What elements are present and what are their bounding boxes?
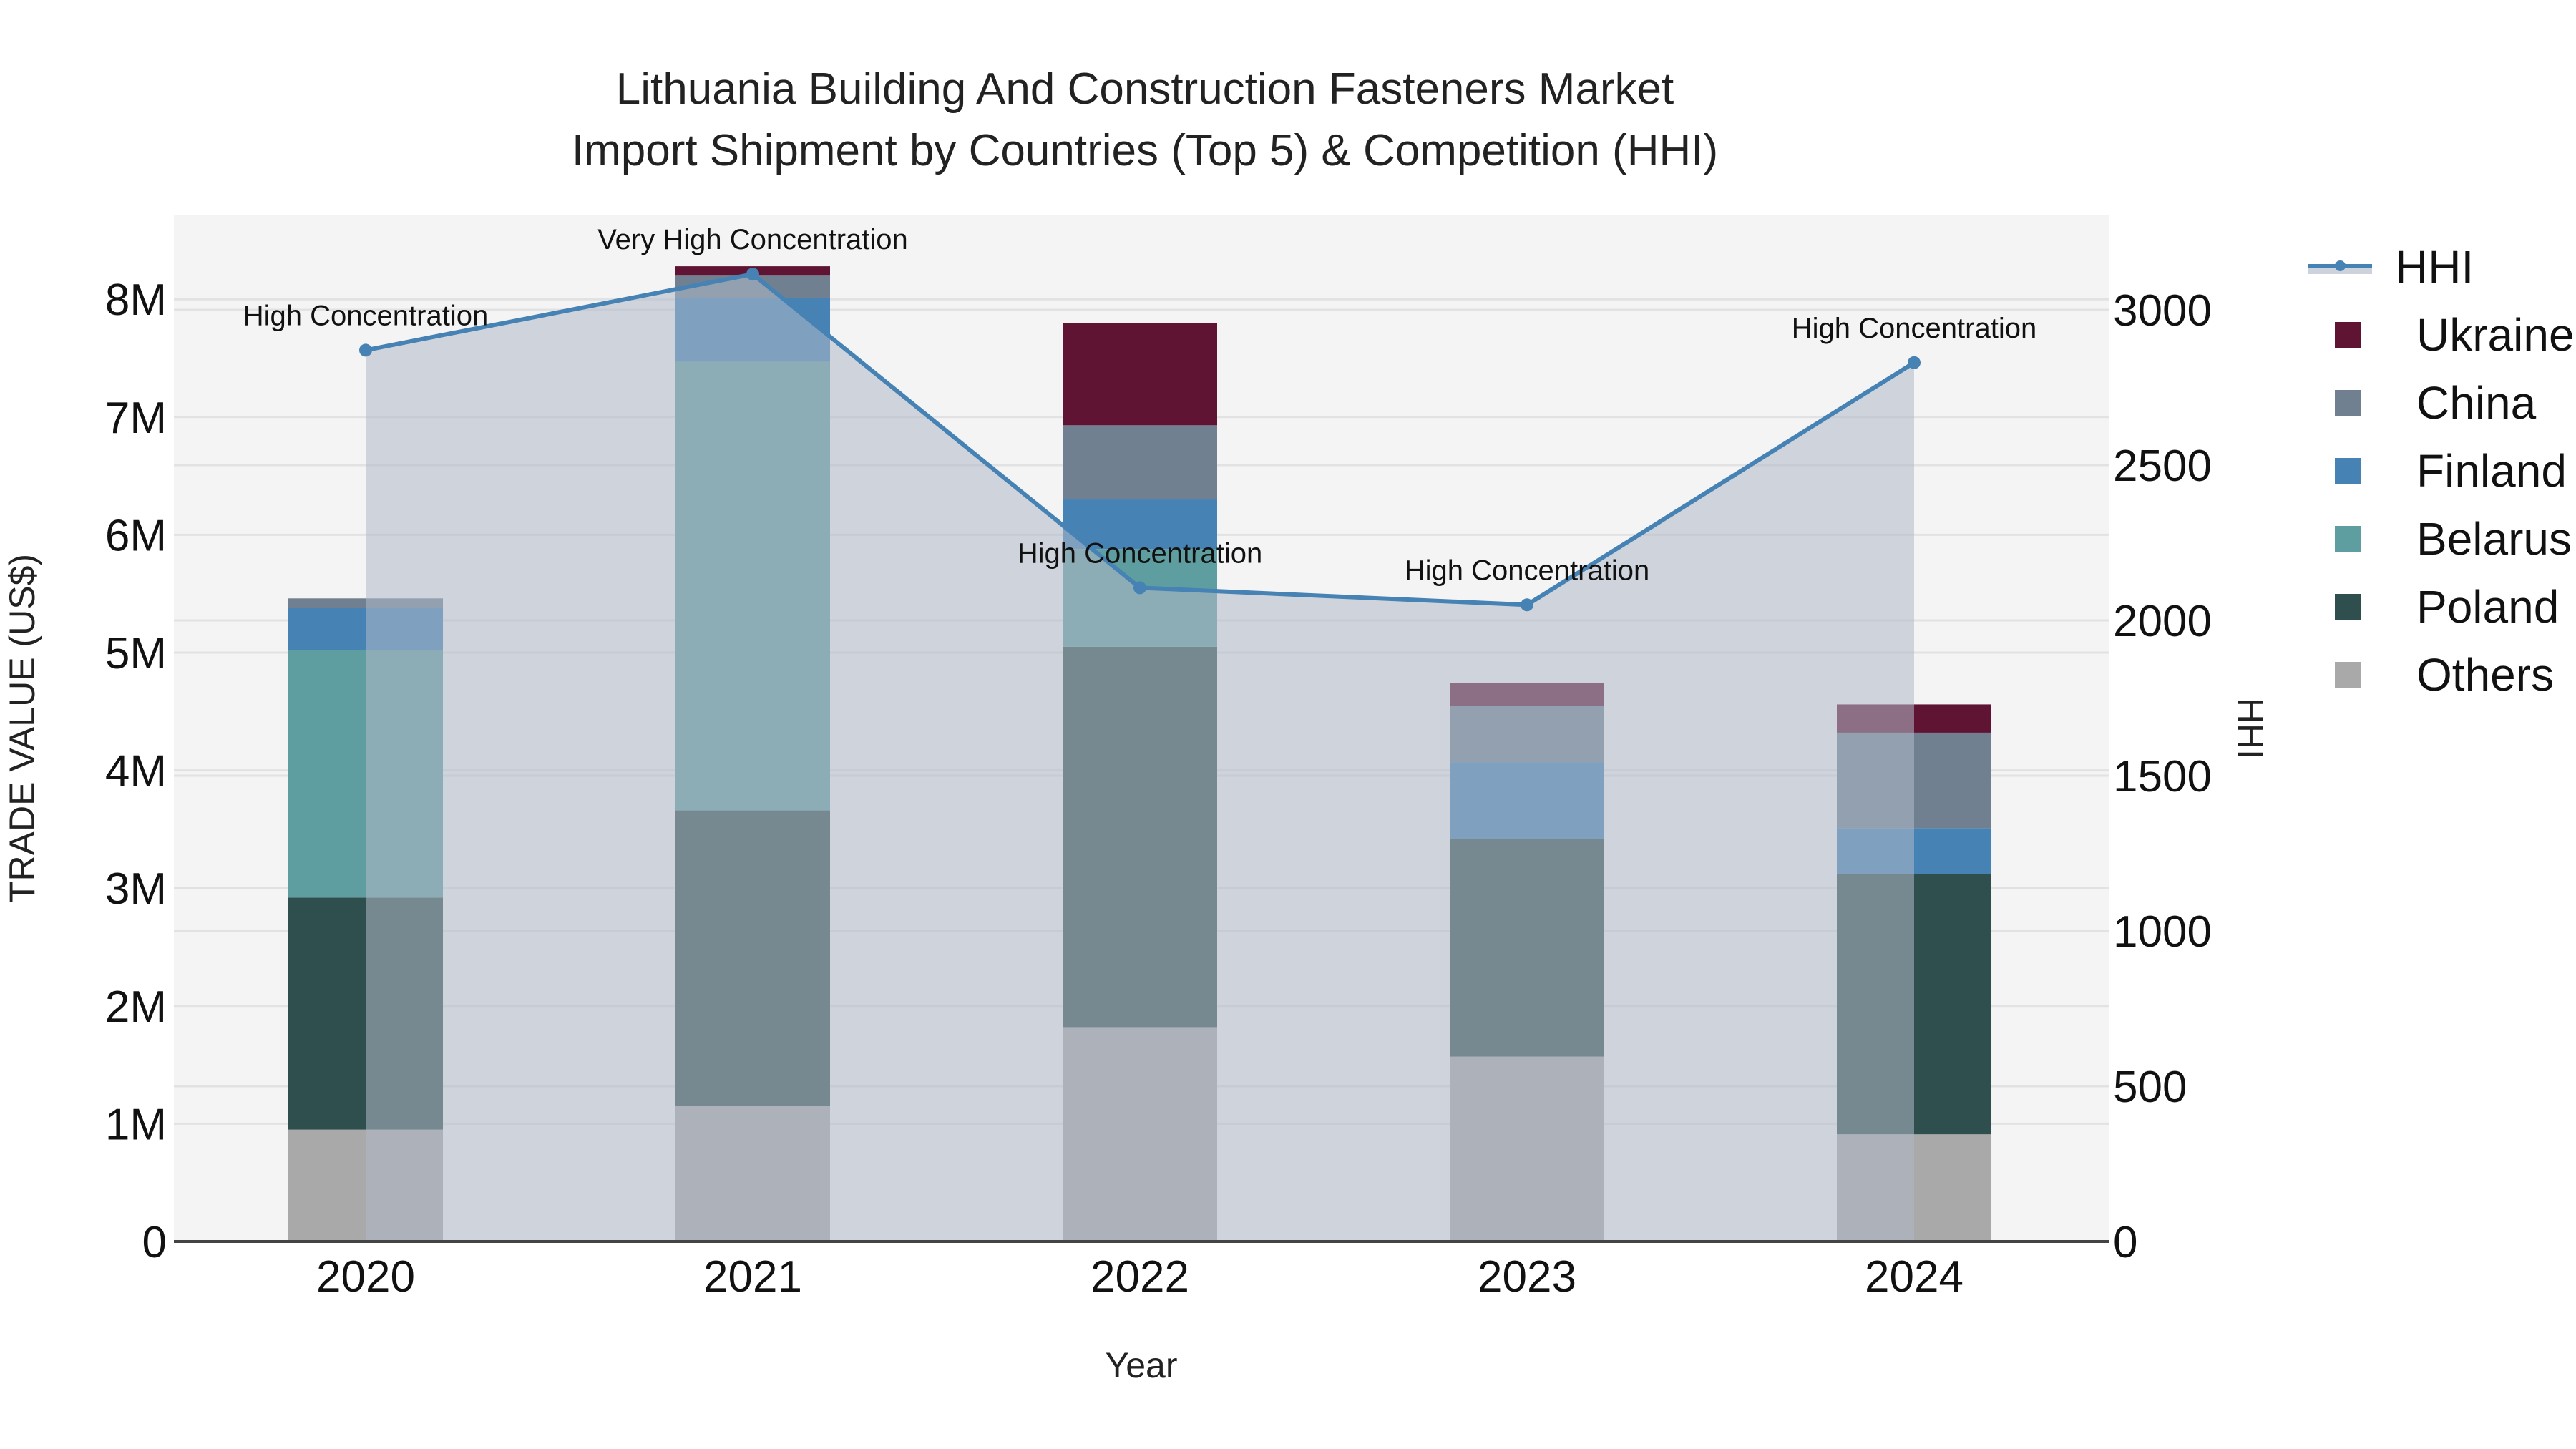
hhi-marker	[746, 268, 759, 281]
x-axis-title: Year	[1105, 1345, 1177, 1385]
hhi-area	[366, 274, 1914, 1242]
legend-swatch-icon	[2335, 593, 2361, 620]
bar-segment-china	[1063, 425, 1217, 500]
y2-tick-label: 1500	[2113, 752, 2212, 801]
y-tick-label: 3M	[105, 864, 167, 914]
legend-label: China	[2416, 376, 2537, 429]
legend-item-hhi[interactable]: HHI	[2308, 233, 2575, 301]
hhi-marker	[1133, 581, 1146, 595]
hhi-annotation: High Concentration	[243, 300, 488, 331]
y-tick-label: 8M	[105, 275, 167, 325]
legend-item-others[interactable]: Others	[2308, 640, 2575, 708]
hhi-annotation: High Concentration	[1405, 555, 1649, 586]
y2-tick-label: 500	[2113, 1063, 2187, 1112]
legend: HHI Ukraine China Finland Belarus Poland Other…	[2308, 233, 2575, 708]
legend-line-icon	[2308, 258, 2372, 276]
legend-label: Belarus	[2416, 512, 2572, 565]
y2-tick-label: 3000	[2113, 286, 2212, 336]
chart-title: Lithuania Building And Construction Fast…	[0, 59, 2290, 182]
y-tick-label: 0	[142, 1218, 167, 1267]
x-tick-label: 2024	[1865, 1252, 1963, 1302]
x-tick-label: 2022	[1091, 1252, 1189, 1302]
y-tick-label: 7M	[105, 394, 167, 443]
legend-item-ukraine[interactable]: Ukraine	[2308, 301, 2575, 369]
hhi-annotation: High Concentration	[1018, 537, 1262, 569]
legend-swatch-icon	[2335, 661, 2361, 688]
bar-segment-finland	[1063, 499, 1217, 550]
y2-tick-label: 2000	[2113, 597, 2212, 646]
y-tick-label: 5M	[105, 629, 167, 678]
legend-label: Others	[2416, 648, 2555, 701]
legend-label: Ukraine	[2416, 308, 2575, 361]
legend-swatch-icon	[2335, 321, 2361, 348]
y-tick-label: 2M	[105, 982, 167, 1032]
y-axis-title: TRADE VALUE (US$)	[2, 554, 42, 903]
legend-swatch-icon	[2335, 525, 2361, 552]
title-line-1: Lithuania Building And Construction Fast…	[615, 64, 1674, 114]
legend-label: HHI	[2395, 240, 2474, 293]
hhi-marker	[1521, 598, 1533, 612]
legend-swatch-icon	[2335, 389, 2361, 416]
legend-item-belarus[interactable]: Belarus	[2308, 504, 2575, 572]
bar-segment-ukraine	[1063, 323, 1217, 426]
y2-tick-label: 0	[2113, 1218, 2137, 1267]
legend-item-china[interactable]: China	[2308, 369, 2575, 436]
y-tick-label: 4M	[105, 747, 167, 796]
hhi-marker	[359, 343, 372, 357]
x-tick-label: 2021	[703, 1252, 802, 1302]
title-line-2: Import Shipment by Countries (Top 5) & C…	[571, 126, 1719, 175]
y2-tick-label: 1000	[2113, 907, 2212, 957]
legend-label: Poland	[2416, 580, 2560, 633]
legend-item-poland[interactable]: Poland	[2308, 572, 2575, 640]
y2-tick-label: 2500	[2113, 441, 2212, 491]
legend-item-finland[interactable]: Finland	[2308, 436, 2575, 504]
x-tick-label: 2023	[1478, 1252, 1576, 1302]
hhi-marker	[1908, 356, 1921, 369]
hhi-annotation: High Concentration	[1792, 313, 2036, 344]
x-tick-label: 2020	[316, 1252, 415, 1302]
y-tick-label: 6M	[105, 511, 167, 560]
legend-swatch-icon	[2335, 457, 2361, 484]
hhi-annotation: Very High Concentration	[597, 224, 908, 255]
legend-label: Finland	[2416, 444, 2567, 497]
y2-axis-title: HHI	[2230, 698, 2270, 759]
y-tick-label: 1M	[105, 1100, 167, 1149]
